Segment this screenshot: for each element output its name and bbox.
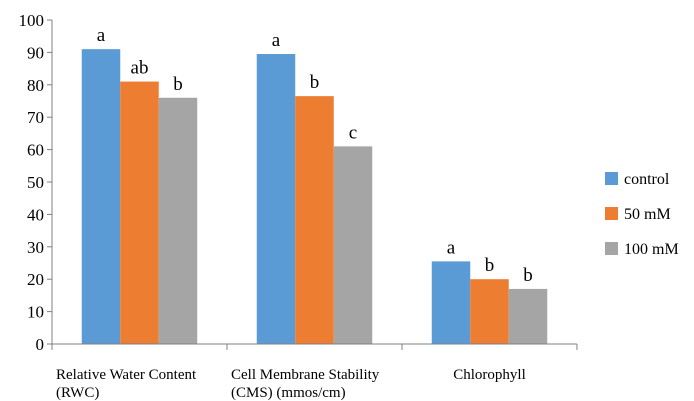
- significance-label: b: [173, 74, 183, 95]
- legend-swatch: [605, 172, 618, 185]
- x-category-label: Chlorophyll: [453, 367, 526, 383]
- x-category-label: (RWC): [56, 385, 99, 401]
- y-tick-label: 60: [27, 141, 44, 160]
- significance-label: b: [485, 255, 495, 276]
- bars: [81, 49, 548, 345]
- y-tick-label: 40: [27, 205, 44, 224]
- bar-control: [81, 49, 121, 344]
- x-category-label: Cell Membrane Stability: [231, 367, 380, 383]
- significance-label: a: [97, 25, 106, 46]
- significance-label: ab: [131, 58, 149, 79]
- y-tick-label: 70: [27, 108, 44, 127]
- y-tick-label: 100: [19, 11, 45, 30]
- y-tick-label: 80: [27, 76, 44, 95]
- significance-labels: a a a ab b b b c b: [97, 25, 533, 286]
- bar-control: [431, 261, 471, 344]
- y-tick-label: 10: [27, 303, 44, 322]
- y-axis: 0 10 20 30 40 50 60 70 80 90 100: [19, 11, 53, 354]
- legend: control 50 mM 100 mM: [605, 171, 679, 258]
- significance-label: a: [447, 237, 456, 258]
- y-tick-label: 90: [27, 43, 44, 62]
- bar-100-mm: [333, 146, 373, 344]
- y-tick-label: 20: [27, 270, 44, 289]
- y-tick-label: 30: [27, 238, 44, 257]
- legend-label: 50 mM: [624, 206, 671, 223]
- legend-label: control: [624, 171, 670, 188]
- y-tick-label: 50: [27, 173, 44, 192]
- significance-label: c: [349, 122, 357, 143]
- y-tick-label: 0: [36, 335, 45, 354]
- bar-control: [256, 54, 296, 345]
- legend-swatch: [605, 207, 618, 220]
- x-category-label: Relative Water Content: [56, 367, 197, 383]
- bar-50-mm: [295, 96, 334, 344]
- bar-100-mm: [158, 97, 198, 344]
- bar-50-mm: [120, 81, 159, 344]
- x-axis: Relative Water Content (RWC) Cell Membrane…: [51, 343, 578, 401]
- significance-label: b: [523, 265, 533, 286]
- significance-label: a: [272, 30, 281, 51]
- legend-swatch: [605, 242, 618, 255]
- bar-100-mm: [508, 288, 548, 344]
- bar-50-mm: [470, 279, 509, 344]
- legend-label: 100 mM: [624, 241, 679, 258]
- x-category-label: (CMS) (mmos/cm): [231, 385, 346, 401]
- significance-label: b: [310, 72, 320, 93]
